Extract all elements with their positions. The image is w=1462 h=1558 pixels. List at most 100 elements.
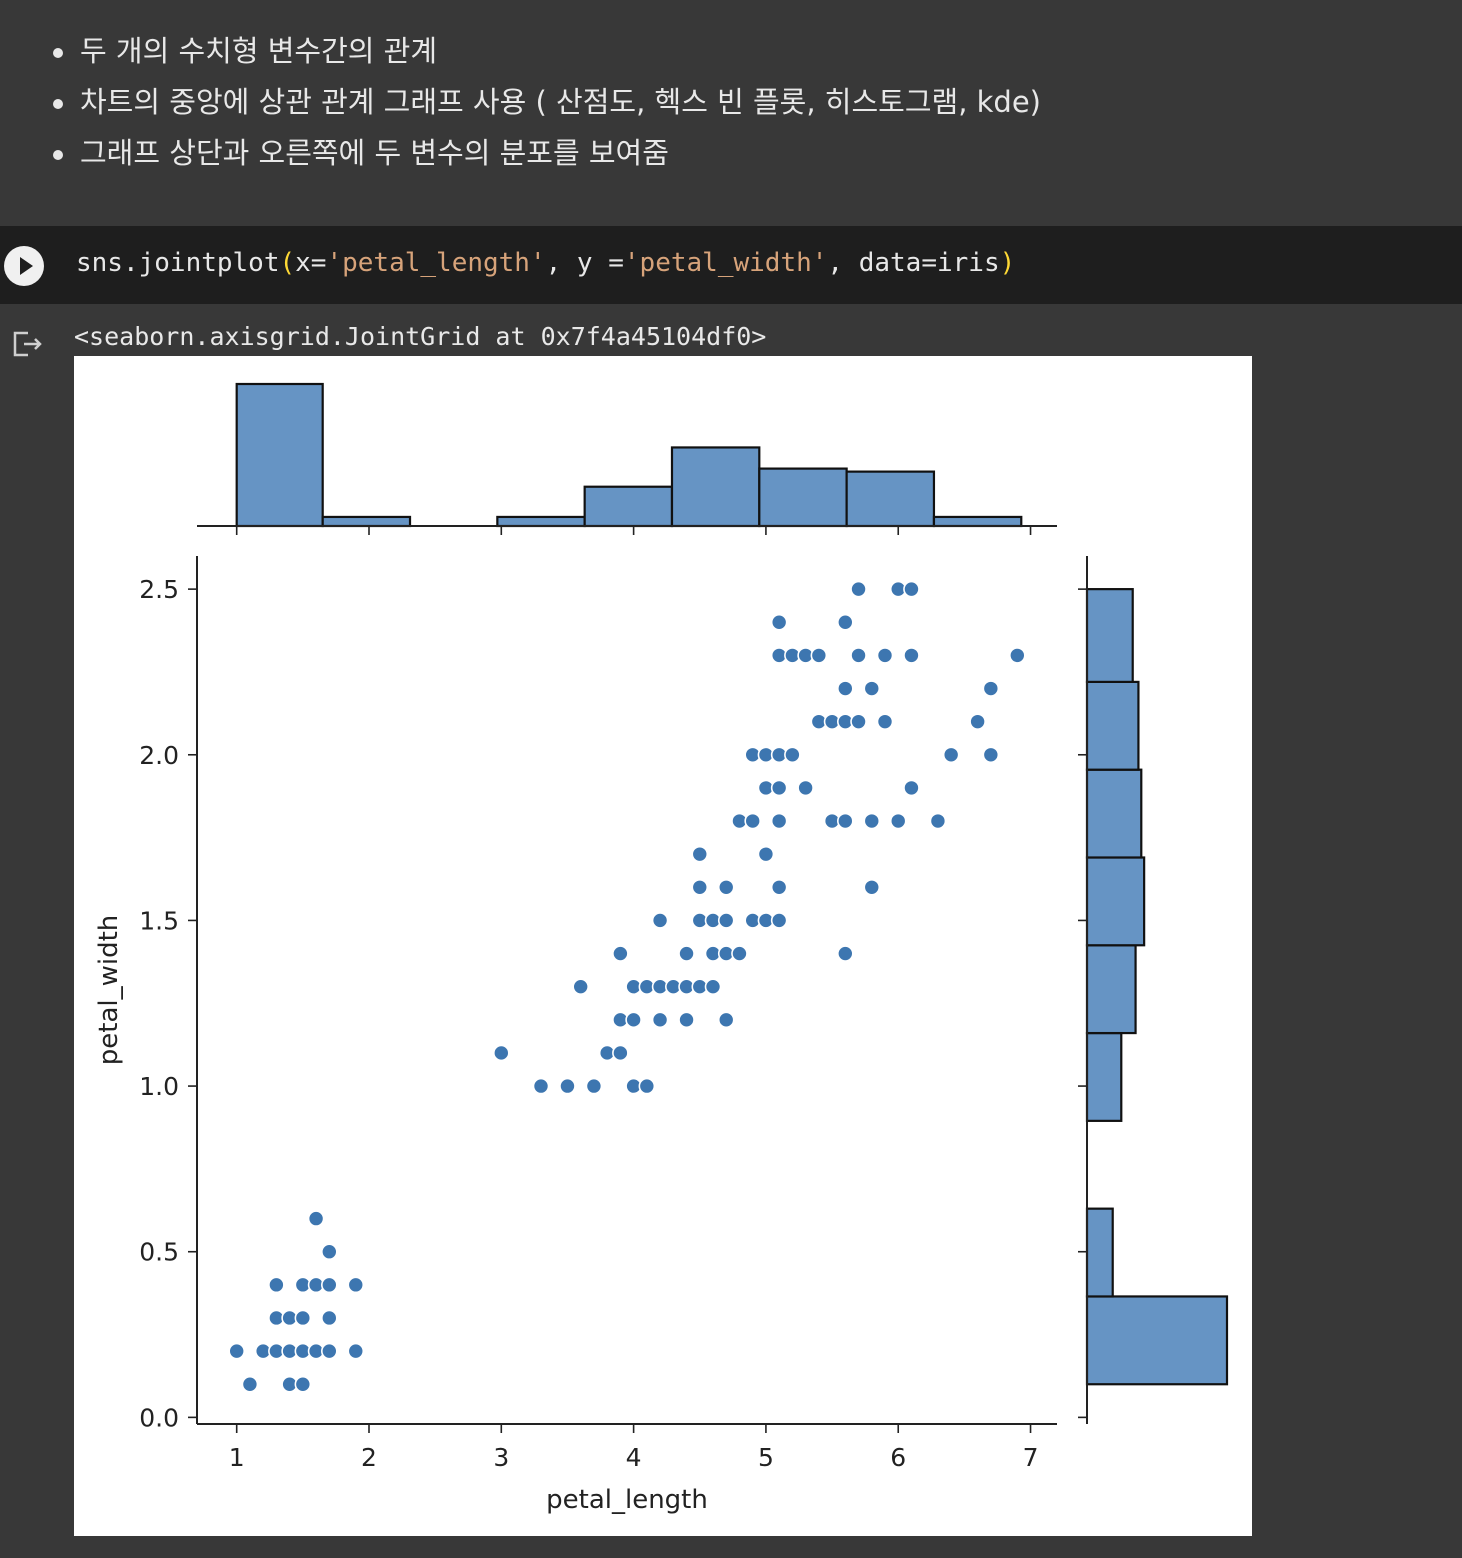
- scatter-point: [863, 812, 881, 830]
- scatter-point: [228, 1342, 245, 1360]
- scatter-point: [850, 580, 867, 598]
- scatter-point: [929, 812, 947, 830]
- x-tick-label: 6: [890, 1443, 906, 1472]
- output-text: <seaborn.axisgrid.JointGrid at 0x7f4a451…: [74, 322, 767, 351]
- scatter-point: [1009, 647, 1026, 664]
- scatter-point: [691, 845, 709, 863]
- scatter-point: [850, 713, 867, 730]
- x-tick-label: 1: [229, 1443, 245, 1472]
- scatter-point: [612, 945, 629, 962]
- scatter-point: [744, 812, 761, 830]
- scatter-point: [863, 878, 881, 896]
- scatter-point: [651, 1011, 669, 1029]
- scatter-point: [770, 912, 788, 929]
- marginal-y-bar: [1085, 768, 1143, 859]
- scatter-point: [903, 647, 920, 664]
- scatter-point: [757, 845, 775, 863]
- scatter-point: [810, 647, 828, 664]
- x-tick-label: 4: [626, 1443, 642, 1472]
- y-tick-label: 1.0: [139, 1072, 179, 1101]
- marginal-y-bar: [1085, 856, 1146, 947]
- scatter-point: [321, 1309, 338, 1327]
- marginal-y-bar: [1085, 1295, 1229, 1386]
- bullet-item: 차트의 중앙에 상관 관계 그래프 사용 ( 산점도, 헥스 빈 플롯, 히스토…: [50, 77, 1041, 128]
- code-token: (: [279, 248, 296, 278]
- scatter-point: [850, 647, 867, 664]
- marginal-y-bar: [1085, 680, 1140, 771]
- scatter-point: [294, 1375, 312, 1393]
- marginal-y-bar: [1085, 588, 1134, 683]
- marginal-x-bar: [235, 382, 324, 528]
- code-cell[interactable]: sns.jointplot(x='petal_length', y ='peta…: [0, 226, 1462, 304]
- y-tick-label: 2.0: [139, 741, 179, 770]
- code-token: , y =: [545, 248, 624, 278]
- marginal-y-bar: [1085, 1207, 1114, 1298]
- bullet-item: 그래프 상단과 오른쪽에 두 변수의 분포를 보여줌: [50, 128, 1041, 179]
- output-icon[interactable]: [12, 328, 44, 358]
- code-token: 'petal_length': [326, 248, 546, 278]
- scatter-point: [876, 713, 894, 730]
- marginal-y-bar: [1085, 944, 1137, 1035]
- markdown-cell: 두 개의 수치형 변수간의 관계 차트의 중앙에 상관 관계 그래프 사용 ( …: [0, 0, 1462, 226]
- scatter-point: [493, 1044, 510, 1062]
- scatter-point: [585, 1077, 603, 1095]
- x-tick-label: 7: [1023, 1443, 1039, 1472]
- scatter-point: [982, 680, 1000, 697]
- bullet-dot: [53, 48, 63, 58]
- scatter-point: [837, 812, 854, 830]
- scatter-point: [559, 1077, 576, 1095]
- run-cell-button[interactable]: [4, 246, 44, 286]
- scatter-point: [625, 1011, 642, 1029]
- bullet-text: 두 개의 수치형 변수간의 관계: [80, 34, 438, 68]
- code-token: sns.jointplot: [76, 248, 280, 278]
- x-tick-label: 2: [361, 1443, 377, 1472]
- scatter-point: [717, 1011, 735, 1029]
- marginal-x-bar: [758, 467, 848, 528]
- y-axis-label: petal_width: [94, 915, 124, 1066]
- scatter-point: [241, 1375, 259, 1393]
- scatter-point: [691, 878, 709, 896]
- scatter-point: [837, 613, 854, 631]
- scatter-point: [770, 613, 788, 631]
- scatter-point: [321, 1243, 338, 1261]
- scatter-point: [717, 878, 735, 896]
- scatter-point: [770, 779, 788, 797]
- scatter-point: [903, 779, 920, 797]
- marginal-x-bar: [496, 515, 586, 528]
- scatter-point: [321, 1342, 338, 1360]
- scatter-point: [731, 945, 748, 962]
- code-token: , data=iris: [827, 248, 1000, 278]
- y-tick-label: 0.5: [139, 1238, 179, 1267]
- scatter-point: [678, 945, 695, 962]
- scatter-point: [903, 580, 920, 598]
- scatter-point: [784, 746, 801, 764]
- scatter-point: [572, 978, 589, 995]
- scatter-point: [532, 1077, 550, 1095]
- scatter-point: [770, 878, 788, 896]
- bullet-dot: [53, 150, 63, 160]
- bullet-list: 두 개의 수치형 변수간의 관계 차트의 중앙에 상관 관계 그래프 사용 ( …: [50, 26, 1041, 179]
- scatter-point: [837, 945, 854, 962]
- scatter-point: [969, 713, 986, 730]
- scatter-point: [321, 1276, 338, 1294]
- scatter-point: [678, 1011, 695, 1029]
- scatter-point: [347, 1342, 365, 1360]
- scatter-point: [889, 812, 907, 830]
- x-tick-label: 5: [758, 1443, 774, 1472]
- marginal-x-bar: [583, 485, 674, 528]
- bullet-dot: [53, 99, 63, 109]
- scatter-point: [268, 1276, 285, 1294]
- scatter-point: [942, 746, 960, 764]
- marginal-x-bar: [845, 470, 936, 528]
- code-editor-line[interactable]: sns.jointplot(x='petal_length', y ='peta…: [76, 248, 1015, 278]
- jointplot-figure: 1 2 3 4 5 6 7 0.0 0.5 1.0 1.5 2.0 2.5 petal_length pet…: [74, 356, 1252, 1536]
- bullet-text: 그래프 상단과 오른쪽에 두 변수의 분포를 보여줌: [80, 136, 669, 170]
- scatter-point: [612, 1044, 629, 1062]
- y-tick-label: 0.0: [139, 1403, 179, 1432]
- y-tick-label: 2.5: [139, 575, 179, 604]
- y-tick-label: 1.5: [139, 906, 179, 935]
- scatter-point: [837, 680, 854, 697]
- bullet-item: 두 개의 수치형 변수간의 관계: [50, 26, 1041, 77]
- marginal-x-bar: [932, 515, 1023, 528]
- scatter-point: [863, 680, 881, 697]
